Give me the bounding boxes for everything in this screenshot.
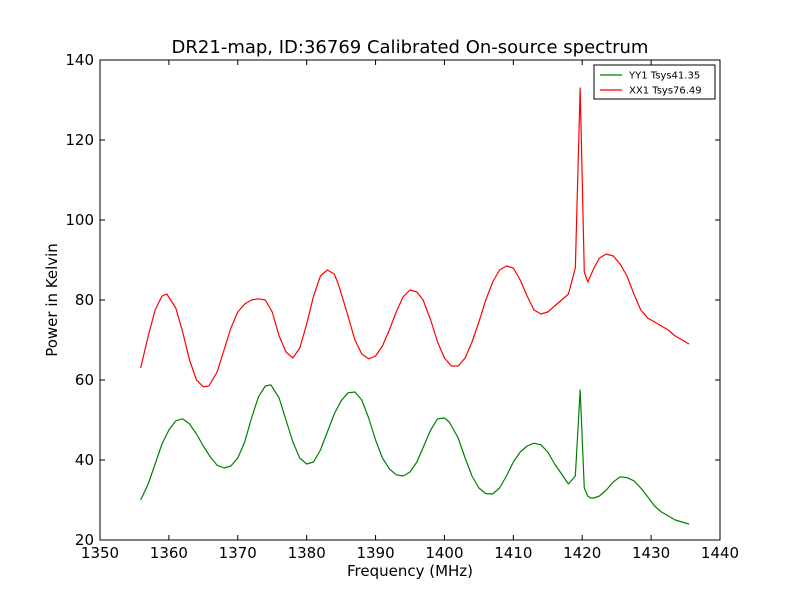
y-tick-label: 80 [75,291,94,309]
series-line-1 [140,87,690,388]
x-tick-label: 1410 [494,544,532,562]
y-axis-label: Power in Kelvin [43,243,61,357]
x-tick-label: 1430 [632,544,670,562]
plot-lines [140,87,690,525]
y-tick-label: 140 [65,51,94,69]
legend-box [593,64,716,100]
x-tick-label: 1380 [288,544,326,562]
y-tick-label: 20 [75,531,94,549]
x-tick-label: 1420 [563,544,601,562]
y-tick-label: 60 [75,371,94,389]
legend: YY1 Tsys41.35 XX1 Tsys76.49 [593,64,716,100]
x-axis-label: Frequency (MHz) [347,562,473,580]
x-tick-label: 1440 [701,544,739,562]
chart-title: DR21-map, ID:36769 Calibrated On-source … [172,37,649,58]
y-tick-label: 100 [65,211,94,229]
y-tick-label: 120 [65,131,94,149]
x-tick-label: 1360 [150,544,188,562]
series-line-0 [140,384,690,525]
x-tick-label: 1400 [425,544,463,562]
legend-label-0: YY1 Tsys41.35 [628,71,700,82]
x-tick-label: 1350 [81,544,119,562]
x-tick-label: 1390 [356,544,394,562]
x-ticks: 1350 1360 1370 1380 1390 1400 1410 1420 1430 1440 [81,60,739,562]
x-tick-label: 1370 [219,544,257,562]
y-tick-label: 40 [75,451,94,469]
y-ticks: 20 40 60 80 100 120 140 [65,51,720,549]
legend-label-1: XX1 Tsys76.49 [629,86,702,97]
